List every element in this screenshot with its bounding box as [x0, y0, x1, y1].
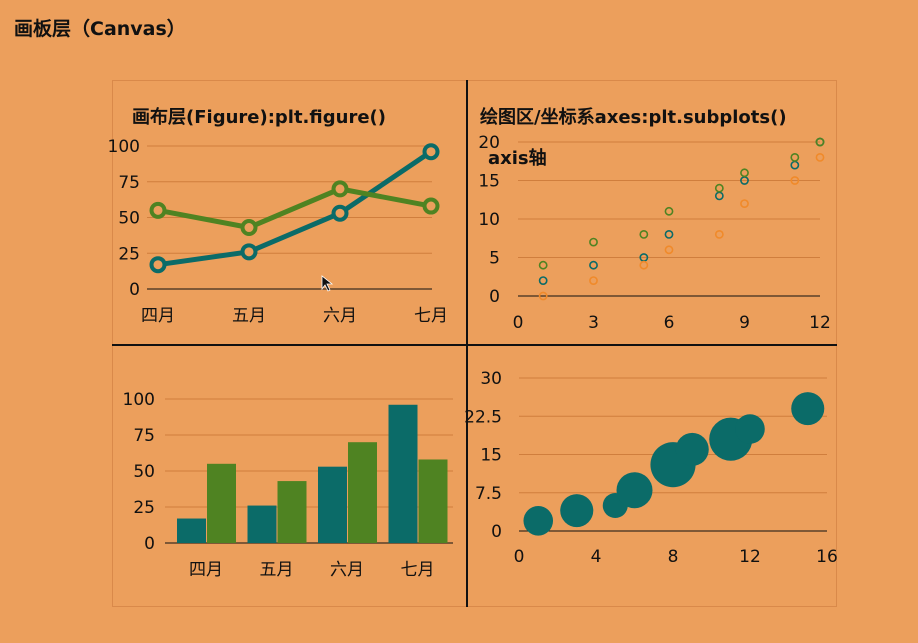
- x-tick-label: 9: [739, 313, 750, 333]
- x-tick-label: 6: [664, 313, 675, 333]
- scatter-point: [790, 152, 800, 162]
- scatter-point: [589, 260, 598, 270]
- data-point: [422, 143, 440, 161]
- scatter-point: [714, 191, 724, 201]
- bar: [318, 466, 347, 543]
- horizontal-divider: [112, 344, 837, 346]
- scatter-chart-panel: 0 5 10 15 20 0 3 6 9 12: [478, 133, 830, 333]
- y-tick-label: 0: [491, 522, 502, 542]
- y-tick-label: 0: [129, 280, 140, 300]
- y-tick-label: 0: [489, 287, 500, 307]
- scatter-point: [538, 260, 548, 270]
- x-tick-label: 16: [816, 547, 838, 567]
- scatter-point: [664, 245, 674, 255]
- data-point: [422, 197, 440, 215]
- scatter-point: [815, 152, 825, 162]
- figure-frame: [112, 80, 837, 607]
- scatter-point: [790, 160, 800, 170]
- scatter-point: [664, 229, 674, 239]
- x-tick-label: 12: [809, 313, 831, 333]
- x-tick-label: 4: [591, 547, 602, 567]
- x-tick-label: 四月: [189, 560, 223, 580]
- bubble-chart-panel: 0 7.5 15 22.5 30 0 4 8 12 16: [464, 369, 838, 567]
- y-tick-label: 75: [133, 426, 155, 446]
- bar: [177, 518, 206, 543]
- y-tick-label: 50: [133, 462, 155, 482]
- y-tick-label: 75: [118, 173, 140, 193]
- y-tick-label: 25: [118, 244, 140, 264]
- bar: [418, 459, 448, 543]
- scatter-point: [639, 260, 649, 270]
- scatter-point: [538, 276, 548, 285]
- bubble-point: [735, 414, 765, 444]
- bubble-point: [560, 494, 594, 528]
- x-tick-label: 七月: [401, 560, 435, 580]
- x-tick-label: 七月: [414, 306, 448, 326]
- y-tick-label: 20: [478, 133, 500, 153]
- bubble-point: [523, 506, 554, 536]
- bar: [247, 505, 277, 543]
- scatter-point: [740, 199, 749, 208]
- scatter-point: [664, 206, 674, 216]
- x-tick-label: 0: [513, 313, 524, 333]
- scatter-point: [589, 276, 598, 285]
- scatter-point: [589, 237, 598, 247]
- x-tick-label: 8: [668, 547, 679, 567]
- page-title: 画板层（Canvas）: [14, 18, 186, 40]
- x-tick-label: 3: [588, 313, 599, 333]
- x-tick-label: 六月: [323, 306, 357, 326]
- data-point: [149, 201, 167, 219]
- bubble-point: [616, 472, 653, 509]
- data-point: [331, 204, 349, 222]
- data-point: [331, 180, 349, 198]
- axis-label: axis轴: [488, 147, 547, 169]
- x-tick-label: 12: [739, 547, 761, 567]
- scatter-point: [714, 229, 724, 239]
- scatter-point: [639, 229, 649, 239]
- bar: [348, 442, 377, 543]
- y-tick-label: 7.5: [475, 484, 502, 504]
- x-tick-label: 六月: [330, 560, 364, 580]
- data-point: [240, 219, 258, 237]
- x-tick-label: 0: [514, 547, 525, 567]
- bar: [207, 463, 236, 543]
- y-tick-label: 22.5: [464, 407, 502, 427]
- y-tick-label: 30: [480, 369, 502, 389]
- vertical-divider: [466, 80, 468, 607]
- bubble-point: [791, 392, 825, 426]
- x-tick-label: 四月: [141, 306, 175, 326]
- data-point: [149, 256, 167, 274]
- y-tick-label: 10: [478, 210, 500, 230]
- x-tick-label: 五月: [260, 560, 294, 580]
- bar: [388, 404, 418, 543]
- scatter-point: [790, 176, 800, 185]
- data-point: [240, 243, 258, 261]
- series-line: [157, 149, 433, 268]
- x-tick-label: 五月: [232, 306, 266, 326]
- figure-label: 画布层(Figure):plt.figure(): [132, 106, 386, 128]
- line-chart-panel: 0 25 50 75 100 四月 五月 六月 七月: [108, 137, 448, 326]
- y-tick-label: 100: [108, 137, 140, 157]
- bubble-point: [675, 432, 709, 466]
- y-tick-label: 15: [478, 172, 500, 192]
- scatter-point: [714, 183, 724, 193]
- mouse-cursor-icon: [321, 275, 334, 292]
- y-tick-label: 100: [123, 390, 155, 410]
- y-tick-label: 25: [133, 498, 155, 518]
- bar: [277, 481, 307, 543]
- y-tick-label: 5: [489, 249, 500, 269]
- y-tick-label: 50: [118, 209, 140, 229]
- y-tick-label: 15: [480, 446, 502, 466]
- y-tick-label: 0: [144, 534, 155, 554]
- series-line: [157, 186, 432, 231]
- scatter-point: [815, 137, 825, 147]
- scatter-point: [740, 168, 749, 178]
- axes-label: 绘图区/坐标系axes:plt.subplots(): [480, 106, 787, 128]
- scatter-point: [538, 291, 548, 301]
- bar-chart-panel: 0 25 50 75 100 四月 五月 六月 七月: [123, 390, 453, 580]
